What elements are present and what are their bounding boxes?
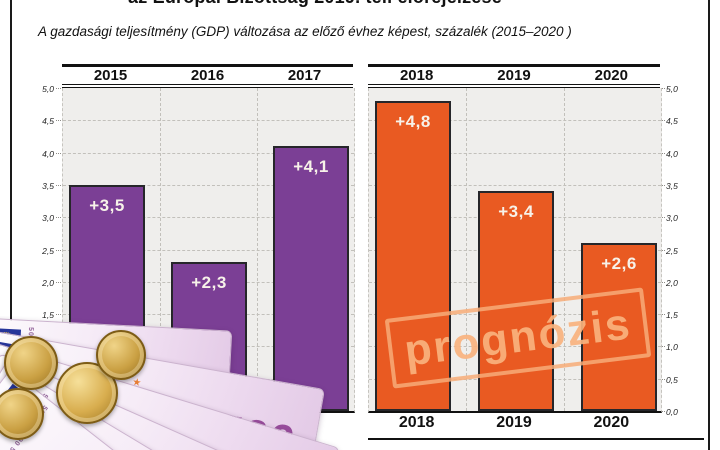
- gdp-bar-value-label: +4,1: [293, 157, 329, 176]
- gridline-horizontal: [63, 217, 354, 219]
- chart-subtitle: A gazdasági teljesítmény (GDP) változása…: [38, 24, 572, 39]
- year-label-top: 2020: [594, 67, 628, 84]
- frame-line-left: [10, 0, 12, 450]
- y-axis-tick-label-right: 3,5: [666, 180, 678, 191]
- y-axis-tick-leader: [661, 152, 665, 154]
- y-axis-tick-label-right: 2,0: [666, 277, 678, 288]
- gridline-horizontal: [63, 249, 354, 251]
- y-axis-tick-label-right: 4,5: [666, 116, 678, 127]
- gdp-bar: +2,6: [581, 243, 657, 411]
- page-title: az Európai Bizottság 2019. téli előrejel…: [128, 0, 598, 8]
- y-axis-tick-leader: [661, 217, 665, 219]
- euro-coin: [96, 330, 146, 380]
- gdp-bar: +4,1: [273, 146, 349, 411]
- y-axis-tick-label-left: 4,5: [42, 116, 54, 127]
- gridline-horizontal: [63, 152, 354, 154]
- y-axis-tick-leader: [661, 184, 665, 186]
- gdp-bar-value-label: +4,8: [395, 112, 431, 131]
- gridline-horizontal: [369, 152, 661, 154]
- gridline-vertical: [257, 88, 258, 411]
- y-axis-tick-leader: [56, 120, 61, 122]
- y-axis-tick-leader: [661, 411, 665, 412]
- y-axis-tick-label-right: 3,0: [666, 213, 678, 224]
- y-axis-tick-leader: [661, 346, 665, 348]
- y-axis-tick-label-right: 4,0: [666, 148, 678, 159]
- y-axis-tick-leader: [56, 152, 61, 154]
- euro-coin: [0, 388, 44, 440]
- gridline-horizontal: [63, 120, 354, 122]
- gdp-bar: +3,4: [478, 191, 554, 411]
- gridline-horizontal: [369, 120, 661, 122]
- gridline-vertical: [564, 88, 565, 411]
- gridline-vertical: [160, 88, 161, 411]
- panel-year-header: 2015 2016 2017: [62, 64, 353, 88]
- y-axis-tick-label-left: 1,5: [42, 310, 54, 321]
- gdp-bar-value-label: +3,5: [89, 196, 125, 215]
- y-axis-tick-leader: [56, 88, 61, 89]
- gridline-horizontal: [369, 184, 661, 186]
- footer-rule: [368, 438, 704, 440]
- gdp-bar-value-label: +2,3: [191, 273, 227, 292]
- y-axis-tick-leader: [661, 120, 665, 122]
- year-label-bottom: 2019: [496, 414, 532, 431]
- y-axis-tick-label-right: 0,5: [666, 374, 678, 385]
- y-axis-tick-leader: [56, 314, 61, 316]
- y-axis-tick-leader: [56, 184, 61, 186]
- y-axis-tick-label-left: 2,0: [42, 277, 54, 288]
- year-label-bottom: 2020: [593, 414, 630, 431]
- gdp-bar-value-label: +3,4: [498, 202, 534, 221]
- y-axis-tick-label-right: 0,0: [666, 407, 678, 417]
- panel-year-header: 2018 2019 2020: [368, 64, 660, 88]
- panel-year-footer: 2018 2019 2020: [368, 414, 660, 436]
- gdp-bar: +4,8: [375, 101, 451, 411]
- y-axis-tick-leader: [56, 217, 61, 219]
- y-axis-tick-label-left: 3,0: [42, 213, 54, 224]
- y-axis-tick-leader: [661, 314, 665, 316]
- y-axis-tick-leader: [661, 281, 665, 283]
- y-axis-tick-label-right: 1,5: [666, 310, 678, 321]
- year-label-top: 2016: [190, 67, 225, 84]
- frame-line-right: [708, 0, 710, 450]
- euro-coin: [4, 336, 58, 390]
- prognozis-stamp-label: prognózis: [401, 299, 635, 376]
- year-label-top: 2017: [287, 67, 322, 84]
- y-axis-tick-leader: [661, 88, 665, 89]
- y-axis-tick-label-left: 4,0: [42, 148, 54, 159]
- y-axis-tick-label-right: 2,5: [666, 245, 678, 256]
- y-axis-tick-label-right: 5,0: [666, 84, 678, 94]
- year-label-bottom: 2018: [398, 414, 435, 431]
- y-axis-tick-label-left: 5,0: [42, 84, 54, 94]
- year-label-top: 2019: [497, 67, 531, 84]
- y-axis-tick-label-left: 3,5: [42, 180, 54, 191]
- euro-money-photo: 500 500 500 500 500 500 ★ 500 500 500 50…: [0, 316, 384, 450]
- year-label-top: 2015: [93, 67, 128, 84]
- gdp-bar-value-label: +2,6: [601, 254, 637, 273]
- year-label-top: 2018: [399, 67, 434, 84]
- y-axis-tick-label-right: 1,0: [666, 342, 678, 353]
- y-axis-tick-leader: [661, 249, 665, 251]
- y-axis-tick-leader: [661, 378, 665, 380]
- y-axis-tick-leader: [56, 281, 61, 283]
- plot-area: +4,8 +3,4 +2,6: [368, 88, 662, 413]
- gridline-vertical: [466, 88, 467, 411]
- y-axis-tick-leader: [56, 249, 61, 251]
- y-axis-tick-label-left: 2,5: [42, 245, 54, 256]
- gridline-horizontal: [63, 184, 354, 186]
